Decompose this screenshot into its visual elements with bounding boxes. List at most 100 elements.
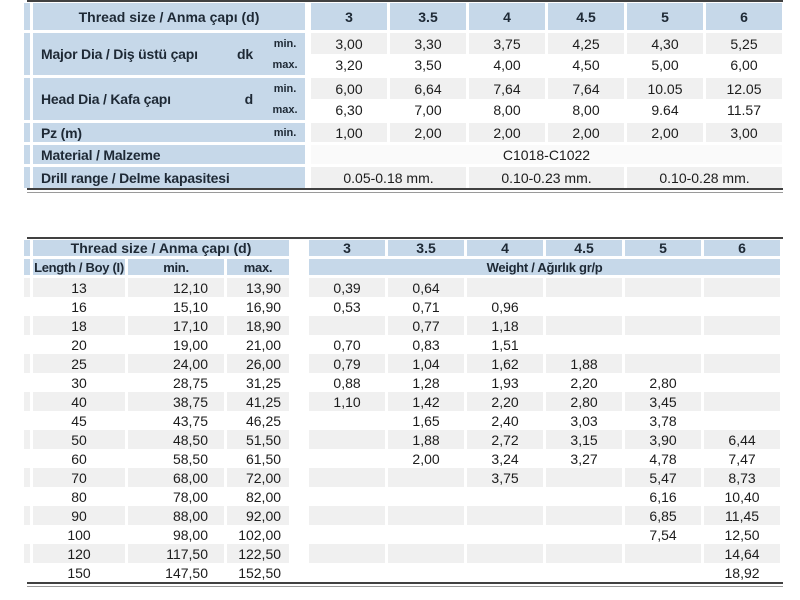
value-cell: 3,00 — [311, 33, 390, 54]
pz-row: Pz (m) min. 1,00 2,00 2,00 2,00 2,00 3,00 — [24, 123, 785, 145]
min-label: min. — [265, 33, 311, 54]
column-header-row: Length / Boy (I) min. max. Weight / Ağır… — [24, 259, 784, 278]
weight-cell — [625, 335, 705, 354]
thread-size-header-label: Thread size / Anma çapı (d) — [33, 3, 311, 33]
weight-cell: 1,10 — [309, 392, 389, 411]
length-cell: 150 — [33, 563, 128, 582]
weight-cell — [546, 506, 626, 525]
table2-bottom-rule — [27, 582, 783, 584]
max-cell: 72,00 — [227, 468, 310, 487]
value-cell: 4,50 — [548, 54, 627, 78]
length-cell: 50 — [33, 430, 128, 449]
table2-top-rule — [27, 237, 783, 239]
length-cell: 25 — [33, 354, 128, 373]
weight-cell: 0,70 — [309, 335, 389, 354]
value-cell: 3,75 — [469, 33, 548, 54]
length-row: 45 43,75 46,25 1,65 2,40 3,03 3,78 — [24, 411, 784, 430]
value-cell: 5,00 — [627, 54, 706, 78]
min-cell: 24,00 — [128, 354, 227, 373]
value-cell: 3,00 — [706, 123, 785, 145]
min-cell: 98,00 — [128, 525, 227, 544]
weight-cell — [388, 525, 468, 544]
size-header-cell: 5 — [625, 240, 705, 259]
weight-cell: 3,75 — [467, 468, 547, 487]
value-cell: 7,64 — [469, 78, 548, 99]
weight-cell: 0,96 — [467, 297, 547, 316]
edge-strip — [24, 145, 33, 167]
edge-strip — [24, 297, 33, 316]
value-cell: 2,00 — [390, 123, 469, 145]
edge-strip — [24, 411, 33, 430]
value-cell: 10.05 — [627, 78, 706, 99]
weight-column-header: Weight / Ağırlık gr/p — [309, 259, 784, 278]
weight-cell: 4,78 — [625, 449, 705, 468]
edge-strip — [24, 3, 33, 33]
weight-cell — [546, 316, 626, 335]
weight-cell: 5,47 — [625, 468, 705, 487]
weight-cell — [704, 411, 784, 430]
value-cell: 8,00 — [469, 99, 548, 123]
max-cell: 152,50 — [227, 563, 310, 582]
weight-cell: 1,62 — [467, 354, 547, 373]
size-header-cell: 6 — [704, 240, 784, 259]
length-row: 90 88,00 92,00 6,85 11,45 — [24, 506, 784, 525]
length-cell: 13 — [33, 278, 128, 297]
weight-cell — [388, 468, 468, 487]
weight-cell: 1,28 — [388, 373, 468, 392]
weight-cell: 18,92 — [704, 563, 784, 582]
weight-cell: 1,88 — [546, 354, 626, 373]
weight-cell — [467, 544, 547, 563]
weight-cell: 6,16 — [625, 487, 705, 506]
weight-cell — [388, 487, 468, 506]
length-cell: 120 — [33, 544, 128, 563]
weight-cell: 0,71 — [388, 297, 468, 316]
weight-cell: 0,39 — [309, 278, 389, 297]
length-row: 70 68,00 72,00 3,75 5,47 8,73 — [24, 468, 784, 487]
weight-cell — [309, 316, 389, 335]
table1-bottom-rule-light — [27, 192, 783, 193]
weight-cell — [309, 487, 389, 506]
weight-cell — [309, 468, 389, 487]
material-value: C1018-C1022 — [311, 145, 785, 167]
major-dia-label: Major Dia / Diş üstü çapı — [41, 46, 198, 62]
weight-cell — [309, 411, 389, 430]
weight-cell: 2,72 — [467, 430, 547, 449]
length-row: 16 15,10 16,90 0,53 0,71 0,96 — [24, 297, 784, 316]
min-cell: 78,00 — [128, 487, 227, 506]
size-header-cell: 4.5 — [548, 3, 627, 33]
screw-spec-sheet: Thread size / Anma çapı (d) 3 3.5 4 4.5 5 6 M… — [24, 0, 785, 587]
weight-cell: 8,73 — [704, 468, 784, 487]
min-cell: 12,10 — [128, 278, 227, 297]
weight-cell: 12,50 — [704, 525, 784, 544]
weight-cell: 2,80 — [625, 373, 705, 392]
length-cell: 60 — [33, 449, 128, 468]
max-cell: 18,90 — [227, 316, 310, 335]
pz-label: Pz (m) — [33, 123, 265, 145]
max-cell: 46,25 — [227, 411, 310, 430]
value-cell: 0.10-0.28 mm. — [627, 167, 785, 188]
head-dia-label: Head Dia / Kafa çapı — [41, 91, 171, 107]
weight-cell — [546, 525, 626, 544]
length-column-header: Length / Boy (I) — [33, 259, 128, 278]
weight-cell — [309, 563, 389, 582]
weight-cell — [467, 563, 547, 582]
weight-cell: 2,80 — [546, 392, 626, 411]
value-cell: 3,50 — [390, 54, 469, 78]
value-cell: 7,64 — [548, 78, 627, 99]
weight-cell — [388, 506, 468, 525]
edge-strip — [24, 430, 33, 449]
major-dia-symbol: dk — [237, 46, 253, 62]
length-cell: 45 — [33, 411, 128, 430]
edge-strip — [24, 33, 33, 78]
weight-cell: 1,93 — [467, 373, 547, 392]
value-cell: 3,30 — [390, 33, 469, 54]
edge-strip — [24, 259, 33, 278]
thread-size-header-row: Thread size / Anma çapı (d) 3 3.5 4 4.5 5 6 — [24, 3, 785, 33]
length-row: 20 19,00 21,00 0,70 0,83 1,51 — [24, 335, 784, 354]
value-cell: 11.57 — [706, 99, 785, 123]
weight-cell: 6,85 — [625, 506, 705, 525]
drill-range-row: Drill range / Delme kapasitesi 0.05-0.18… — [24, 167, 785, 188]
weight-cell: 1,18 — [467, 316, 547, 335]
length-row: 80 78,00 82,00 6,16 10,40 — [24, 487, 784, 506]
major-dia-min-row: Major Dia / Diş üstü çapı dk min. 3,00 3,… — [24, 33, 785, 78]
